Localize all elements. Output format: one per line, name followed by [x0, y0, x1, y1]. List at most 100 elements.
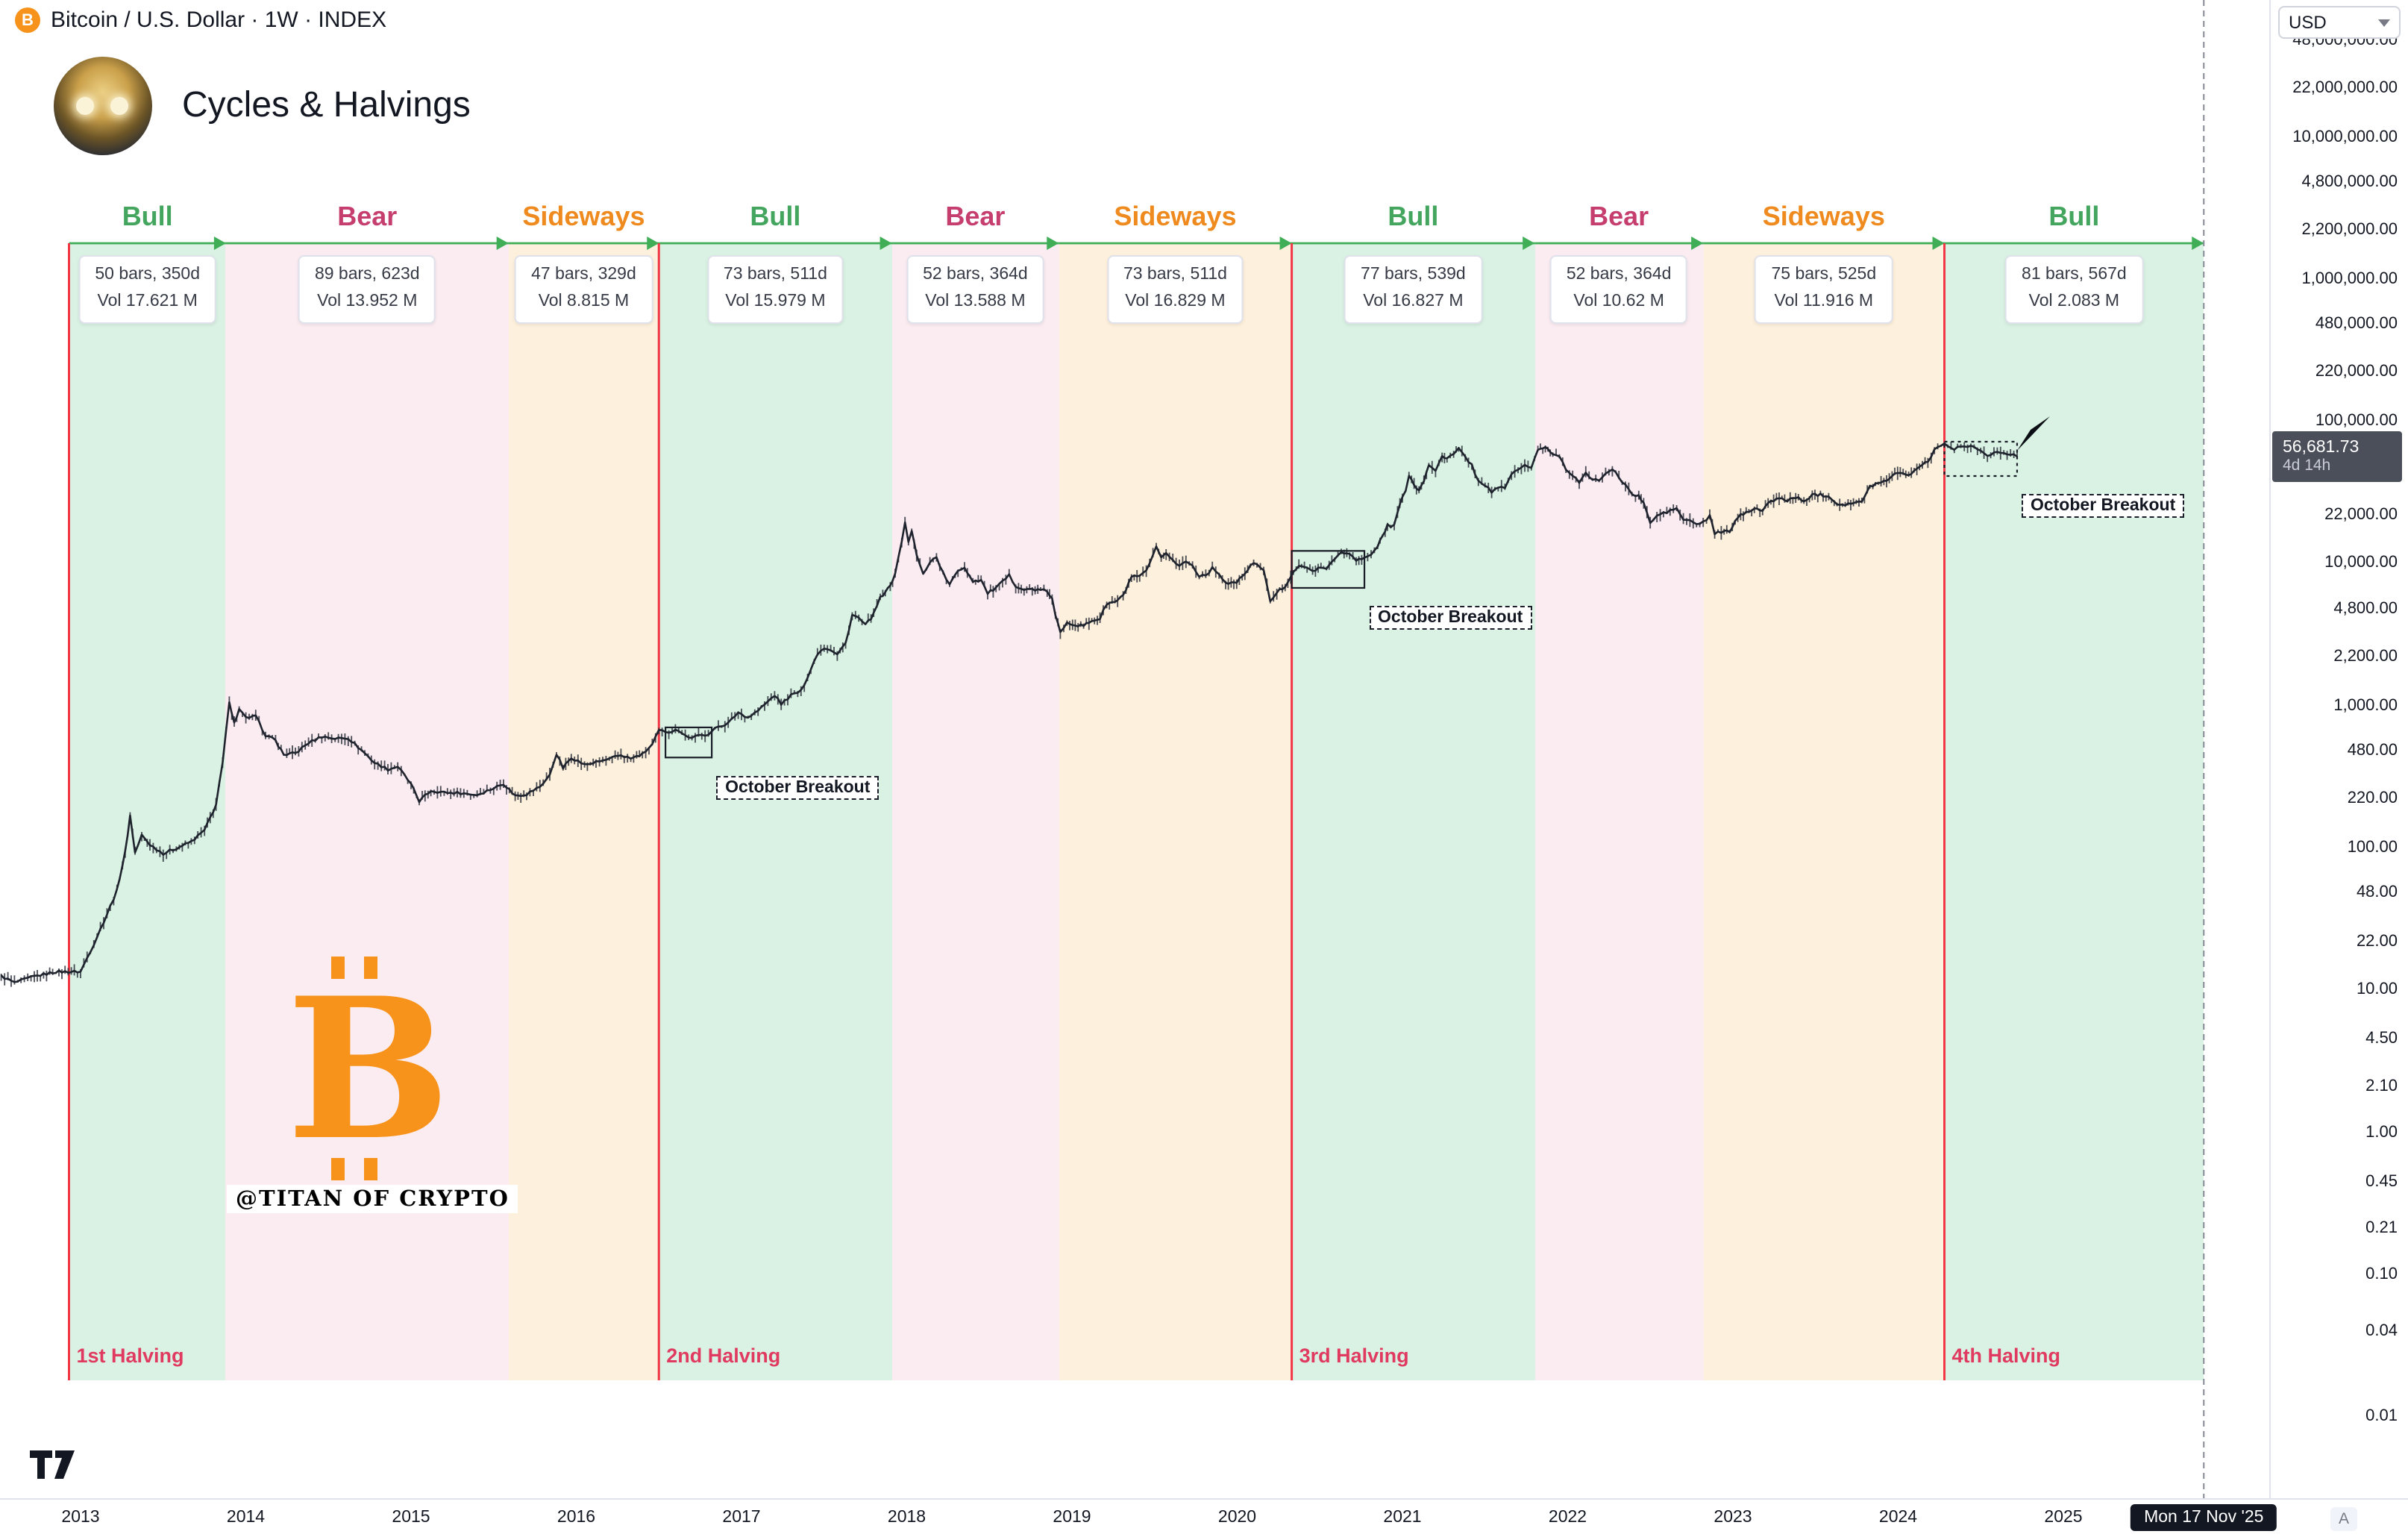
phase-info-box: 52 bars, 364d Vol 13.588 M	[906, 255, 1044, 324]
price-tick: 480,000.00	[2315, 315, 2398, 334]
price-series	[0, 442, 2018, 987]
year-tick: 2015	[392, 1509, 430, 1527]
price-tick: 4,800,000.00	[2301, 172, 2398, 191]
phase-zone	[508, 243, 659, 1380]
year-tick: 2013	[61, 1509, 100, 1527]
halving-label: 2nd Halving	[666, 1345, 781, 1367]
currency-dropdown[interactable]: USD	[2278, 6, 2401, 39]
year-tick: 2021	[1383, 1509, 1422, 1527]
watermark: B @TITAN OF CRYPTO	[227, 957, 518, 1213]
phase-label: Bear	[945, 201, 1006, 231]
phase-bars-text: 75 bars, 525d	[1771, 266, 1877, 284]
price-tick: 10.00	[2356, 980, 2398, 999]
current-date-label: Mon 17 Nov '25	[2130, 1504, 2277, 1531]
breakout-boxes	[665, 440, 2019, 759]
watermark-handle: @TITAN OF CRYPTO	[227, 1185, 518, 1213]
phase-zone	[1291, 243, 1535, 1380]
price-axis[interactable]: USD 48,000,000.00 22,000,000.00 10,000,000…	[2269, 0, 2408, 1498]
phase-bars-text: 50 bars, 350d	[95, 266, 201, 284]
breakout-label: October Breakout	[716, 775, 880, 800]
bitcoin-letter: B	[286, 955, 451, 1183]
tradingview-logo[interactable]	[30, 1450, 75, 1488]
phase-bars-text: 73 bars, 511d	[1123, 266, 1227, 284]
price-tick: 1.00	[2365, 1123, 2398, 1142]
arrowhead-icon	[1691, 237, 1704, 250]
phase-bars-text: 81 bars, 567d	[2022, 266, 2127, 284]
year-tick: 2019	[1053, 1509, 1091, 1527]
year-tick: 2017	[722, 1509, 761, 1527]
halving-label: 3rd Halving	[1299, 1345, 1409, 1367]
price-tick: 22,000.00	[2324, 505, 2398, 524]
price-tick: 1,000,000.00	[2301, 269, 2398, 288]
phase-bars-text: 77 bars, 539d	[1361, 266, 1466, 284]
phase-zone	[69, 243, 226, 1380]
phase-zone	[1059, 243, 1292, 1380]
halving-lines	[67, 243, 1946, 1380]
bitcoin-bar-icon	[364, 957, 378, 979]
arrowhead-icon	[880, 237, 892, 250]
year-tick: 2024	[1878, 1509, 1918, 1527]
phase-info-box: 73 bars, 511d Vol 16.829 M	[1106, 255, 1244, 324]
phase-zone	[1944, 243, 2204, 1380]
phase-label: Bull	[750, 201, 801, 231]
symbol-title: Bitcoin / U.S. Dollar · 1W · INDEX	[51, 7, 387, 33]
price-tick: 0.04	[2365, 1321, 2398, 1340]
phase-zone	[1703, 243, 1945, 1380]
year-tick: 2020	[1217, 1509, 1257, 1527]
year-tick: 2014	[226, 1509, 266, 1527]
phase-bars-text: 89 bars, 623d	[314, 266, 420, 284]
phase-volume-text: Vol 13.588 M	[925, 292, 1026, 310]
phase-info-box: 73 bars, 511d Vol 15.979 M	[706, 255, 844, 324]
price-tick: 22,000,000.00	[2292, 78, 2398, 97]
symbol-legend[interactable]: B Bitcoin / U.S. Dollar · 1W · INDEX	[15, 7, 386, 33]
time-axis[interactable]: 2013 2014 2015 2016 2017 2018 2019 2020 2021 2022…	[0, 1498, 2408, 1537]
phase-zone	[659, 243, 892, 1380]
phase-bars-text: 73 bars, 511d	[723, 266, 827, 284]
year-tick: 2023	[1713, 1509, 1752, 1527]
price-tick: 220,000.00	[2315, 363, 2398, 381]
arrowhead-icon	[213, 237, 226, 250]
current-price-tag: 56,681.73 4d 14h	[2272, 431, 2402, 482]
page-title: Cycles & Halvings	[182, 85, 471, 125]
price-tick: 220.00	[2347, 789, 2398, 808]
currency-label: USD	[2289, 12, 2327, 33]
phase-info-box: 52 bars, 364d Vol 10.62 M	[1549, 255, 1688, 324]
arrowhead-icon	[2192, 237, 2204, 250]
title-block: Cycles & Halvings	[54, 57, 471, 155]
year-tick: 2016	[556, 1509, 596, 1527]
phase-bars-text: 52 bars, 364d	[1566, 266, 1672, 284]
cursor-arrow-icon	[2017, 416, 2050, 451]
tradingview-logo-icon	[30, 1450, 75, 1479]
auto-scale-button[interactable]: A	[2330, 1507, 2357, 1531]
phase-volume-text: Vol 17.621 M	[97, 292, 198, 310]
price-tick: 10,000,000.00	[2292, 128, 2398, 145]
phase-bars-text: 52 bars, 364d	[923, 266, 1028, 284]
phase-volume-text: Vol 16.827 M	[1363, 292, 1464, 310]
price-tick: 10,000.00	[2324, 554, 2398, 572]
phase-volume-text: Vol 10.62 M	[1573, 292, 1664, 310]
phase-zone	[891, 243, 1059, 1380]
phase-info-box: 89 bars, 623d Vol 13.952 M	[298, 255, 436, 324]
arrowhead-icon	[1932, 237, 1945, 250]
phase-label: Bull	[1388, 201, 1439, 231]
price-tick: 0.21	[2365, 1219, 2398, 1238]
halving-label: 4th Halving	[1951, 1345, 2061, 1367]
phase-volume-text: Vol 13.952 M	[317, 292, 418, 310]
year-tick: 2025	[2044, 1509, 2083, 1527]
phase-label: Sideways	[1114, 201, 1237, 231]
bitcoin-bar-icon	[364, 1158, 378, 1180]
bitcoin-icon: B	[15, 7, 40, 33]
arrowhead-icon	[1523, 237, 1535, 250]
bitcoin-bar-icon	[331, 957, 345, 979]
price-tick: 2,200,000.00	[2301, 221, 2398, 240]
phase-bars-text: 47 bars, 329d	[531, 266, 636, 284]
price-tick: 480.00	[2347, 742, 2398, 760]
breakout-label: October Breakout	[2021, 494, 2185, 518]
year-tick: 2022	[1548, 1509, 1587, 1527]
breakout-label: October Breakout	[1369, 605, 1532, 630]
phase-info-box: 47 bars, 329d Vol 8.815 M	[515, 255, 653, 324]
price-tick: 48.00	[2356, 883, 2398, 902]
price-tick: 4.50	[2365, 1030, 2398, 1048]
